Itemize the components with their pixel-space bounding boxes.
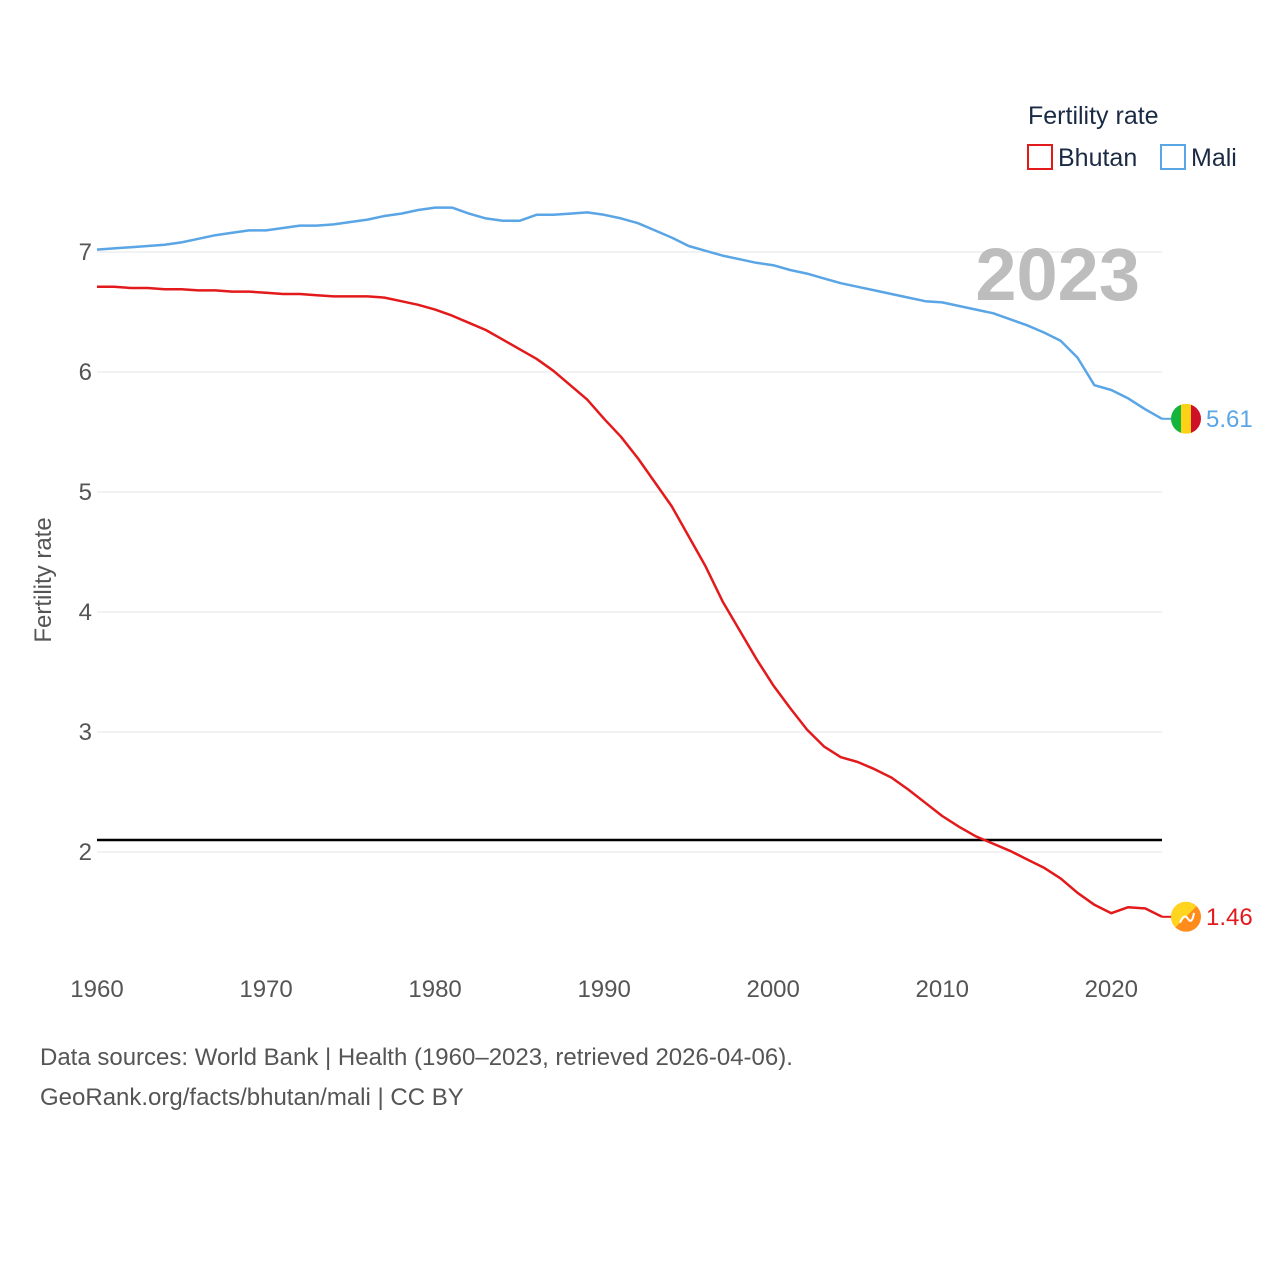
bhutan-flag-dragon <box>1179 912 1195 924</box>
legend-item-mali[interactable]: Mali <box>1160 144 1237 172</box>
x-axis-ticks: 1960 1970 1980 1990 2000 2010 2020 <box>70 976 1138 1003</box>
legend-swatch-mali <box>1160 144 1186 170</box>
bhutan-flag-halves <box>1171 901 1201 932</box>
mali-flag-yellow <box>1181 403 1191 434</box>
x-tick-label-2020: 2020 <box>1085 976 1138 1003</box>
y-tick-label-6: 6 <box>79 359 92 386</box>
y-tick-label-3: 3 <box>79 719 92 746</box>
legend-title: Fertility rate <box>1028 102 1159 130</box>
legend: Fertility rate Bhutan Mali <box>1027 102 1237 172</box>
source-url: GeoRank.org/facts/bhutan/mali | CC BY <box>40 1084 464 1111</box>
x-tick-label-1960: 1960 <box>70 976 123 1003</box>
x-tick-label-1970: 1970 <box>239 976 292 1003</box>
legend-label-mali: Mali <box>1191 144 1237 172</box>
y-tick-label-4: 4 <box>79 599 92 626</box>
x-tick-label-2010: 2010 <box>916 976 969 1003</box>
end-markers: 1.46 5.61 <box>1162 403 1253 932</box>
y-tick-label-2: 2 <box>79 839 92 866</box>
y-axis-ticks: 2 3 4 5 6 7 <box>79 239 92 866</box>
series-lines <box>96 206 1163 918</box>
y-tick-label-5: 5 <box>79 479 92 506</box>
series-line-bhutan <box>97 285 1163 918</box>
year-watermark: 2023 <box>975 233 1140 316</box>
legend-label-bhutan: Bhutan <box>1058 144 1137 172</box>
grid-lines <box>97 251 1162 853</box>
x-tick-label-1990: 1990 <box>577 976 630 1003</box>
x-tick-label-2000: 2000 <box>746 976 799 1003</box>
mali-flag-stripes <box>1171 403 1201 434</box>
end-value-label-mali: 5.61 <box>1206 406 1253 433</box>
mali-flag-green <box>1171 403 1181 434</box>
series-line-mali <box>96 206 1163 420</box>
y-tick-label-7: 7 <box>79 239 92 266</box>
end-value-label-bhutan: 1.46 <box>1206 904 1253 931</box>
bhutan-flag-icon <box>1171 901 1201 932</box>
mali-flag-icon <box>1171 403 1201 434</box>
y-axis-title: Fertility rate <box>30 517 57 642</box>
x-tick-label-1980: 1980 <box>408 976 461 1003</box>
legend-swatch-bhutan <box>1027 144 1053 170</box>
mali-flag-red <box>1191 403 1201 434</box>
legend-item-bhutan[interactable]: Bhutan <box>1027 144 1137 172</box>
source-note: Data sources: World Bank | Health (1960–… <box>40 1044 793 1071</box>
